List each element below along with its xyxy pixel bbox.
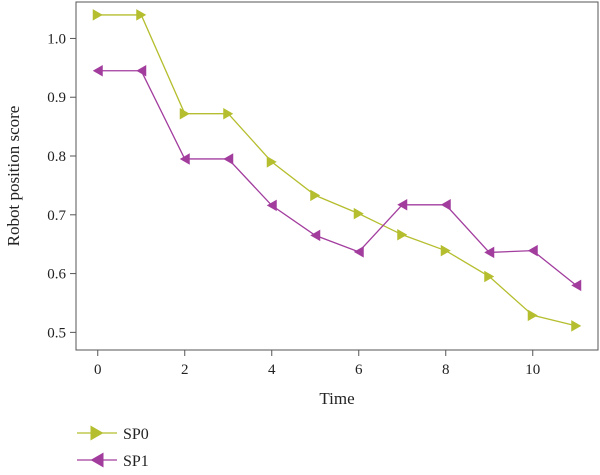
y-tick-label: 0.9 [47,90,66,106]
data-point-sp0 [223,107,234,120]
data-point-sp0 [92,9,103,21]
data-point-sp1 [397,199,408,211]
data-point-sp1 [223,153,234,165]
data-point-sp0 [353,207,364,220]
y-tick-label: 0.7 [47,208,66,224]
data-point-sp1 [179,153,190,165]
data-point-sp1 [353,246,364,258]
data-point-sp1 [484,246,495,259]
data-point-sp1 [527,244,538,257]
legend-marker [90,452,104,468]
data-point-sp0 [310,189,321,202]
x-tick-label: 10 [525,362,540,378]
series-line-sp0 [97,14,577,327]
y-tick-label: 0.5 [47,325,66,341]
y-tick-label: 0.8 [47,149,66,165]
data-point-sp0 [484,270,495,283]
data-point-sp0 [571,320,582,332]
legend-label: SP1 [123,453,149,470]
data-point-sp0 [179,107,190,120]
y-axis-title: Robot position score [4,106,23,247]
x-tick-label: 8 [442,362,450,378]
legend: SP0 SP1 [77,425,149,470]
data-point-sp0 [440,244,451,257]
y-axis: 0.5 0.6 0.7 0.8 0.9 1.0 [47,31,76,341]
data-point-sp1 [136,65,147,77]
data-point-sp0 [397,229,408,241]
series-line-sp1 [97,70,577,286]
data-point-sp1 [266,199,277,212]
x-tick-label: 0 [94,362,102,378]
legend-item-sp0: SP0 [77,425,149,443]
data-point-sp1 [571,279,582,292]
series-layer [92,9,582,332]
data-point-sp0 [136,9,147,21]
data-point-sp1 [92,65,103,77]
plot-frame [75,1,599,351]
x-tick-label: 2 [181,362,189,378]
legend-label: SP0 [123,426,149,443]
x-axis-title: Time [319,389,354,408]
legend-marker [90,425,104,441]
data-point-sp0 [266,156,277,168]
x-tick-label: 4 [268,362,276,378]
data-point-sp0 [527,309,538,322]
y-tick-label: 0.6 [47,267,66,283]
data-point-sp1 [440,199,451,211]
legend-item-sp1: SP1 [77,452,149,470]
series-sp0 [92,9,582,332]
data-point-sp1 [310,229,321,242]
x-axis: 0 2 4 6 8 10 [94,350,540,378]
series-sp1 [92,65,582,292]
y-tick-label: 1.0 [47,31,66,47]
x-tick-label: 6 [355,362,363,378]
